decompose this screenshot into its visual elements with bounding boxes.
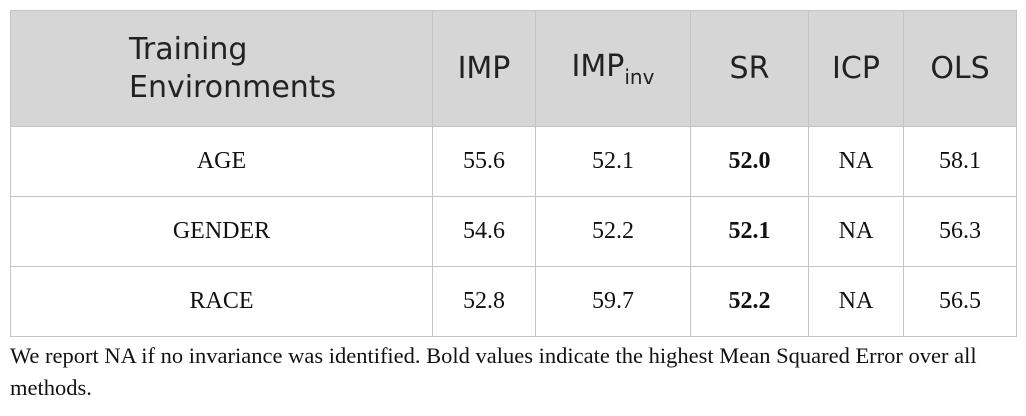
- cell: 52.2: [690, 266, 809, 337]
- cell: 54.6: [432, 196, 536, 267]
- cell: 52.0: [690, 126, 809, 197]
- column-header: IMPinv: [535, 10, 691, 127]
- column-header: SR: [690, 10, 809, 127]
- header-text: IMP: [571, 48, 625, 84]
- table-row: GENDER 54.6 52.2 52.1 NA 56.3: [10, 196, 1017, 267]
- header-subscript: inv: [624, 64, 655, 89]
- cell: NA: [808, 196, 904, 267]
- cell: NA: [808, 126, 904, 197]
- row-label: RACE: [10, 266, 433, 337]
- table-row: RACE 52.8 59.7 52.2 NA 56.5: [10, 266, 1017, 337]
- column-header: OLS: [903, 10, 1017, 127]
- cell: 56.5: [903, 266, 1017, 337]
- cell: 55.6: [432, 126, 536, 197]
- results-table: Training Environments IMP IMPinv SR ICP OLS A…: [10, 10, 1017, 337]
- table-row: AGE 55.6 52.1 52.0 NA 58.1: [10, 126, 1017, 197]
- header-row: Training Environments IMP IMPinv SR ICP OLS: [10, 10, 1017, 127]
- footnote: We report NA if no invariance was identi…: [10, 343, 977, 400]
- cell: 58.1: [903, 126, 1017, 197]
- row-label: GENDER: [10, 196, 433, 267]
- row-label: AGE: [10, 126, 433, 197]
- cell: 52.1: [690, 196, 809, 267]
- cell: NA: [808, 266, 904, 337]
- cell: 52.8: [432, 266, 536, 337]
- table-body: AGE 55.6 52.1 52.0 NA 58.1 GENDER 54.6 52.2 52.1 N…: [10, 126, 1017, 337]
- column-header: IMP: [432, 10, 536, 127]
- cell: 56.3: [903, 196, 1017, 267]
- cell: 59.7: [535, 266, 691, 337]
- column-header: ICP: [808, 10, 904, 127]
- column-header: Training Environments: [10, 10, 433, 127]
- cell: 52.1: [535, 126, 691, 197]
- cell: 52.2: [535, 196, 691, 267]
